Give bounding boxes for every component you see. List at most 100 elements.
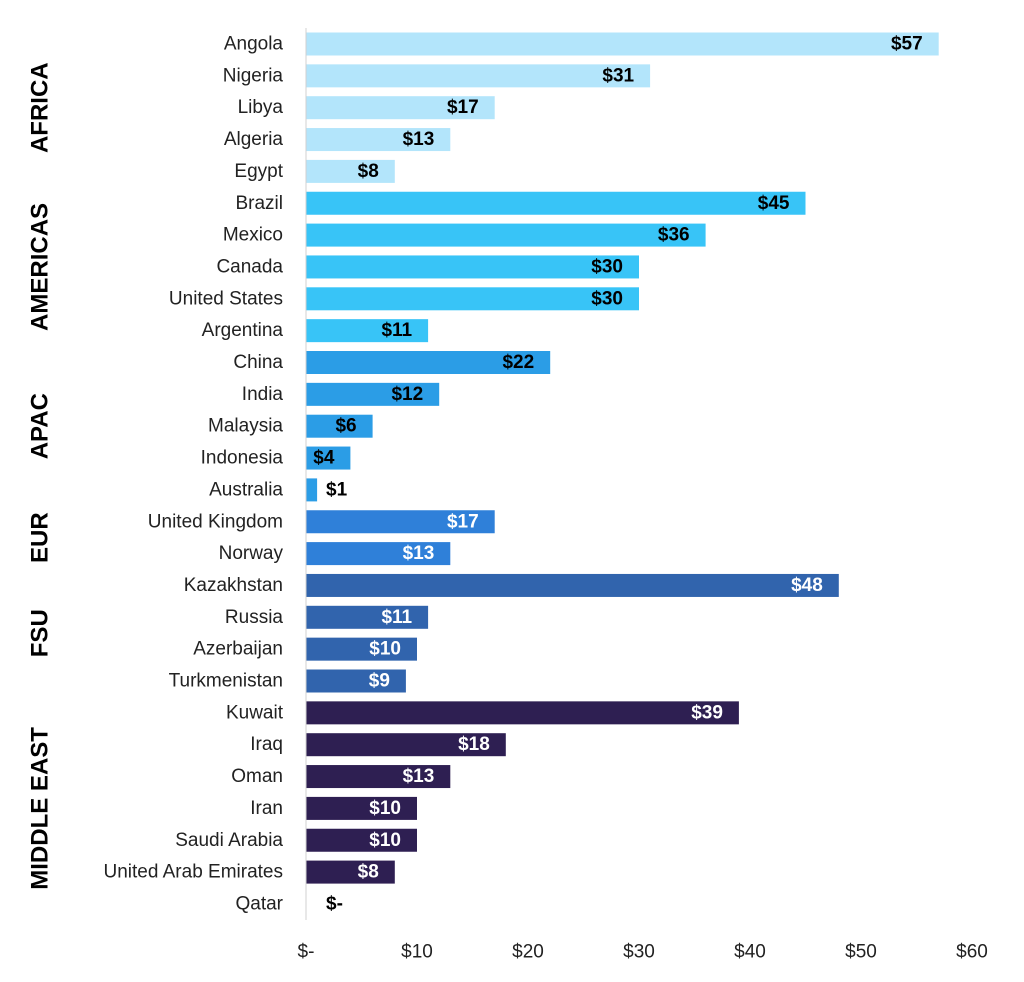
value-label-kazakhstan: $48 [791,575,823,596]
value-label-mexico: $36 [658,225,690,246]
value-label-argentina: $11 [381,320,412,341]
category-label-indonesia: Indonesia [201,448,284,469]
category-label-russia: Russia [225,607,284,628]
category-label-azerbaijan: Azerbaijan [193,639,283,660]
category-label-malaysia: Malaysia [208,416,283,437]
value-label-brazil: $45 [758,193,790,214]
value-label-norway: $13 [403,543,435,564]
category-label-argentina: Argentina [202,320,284,341]
category-label-algeria: Algeria [224,129,284,150]
bar-indonesia [306,446,351,470]
category-label-mexico: Mexico [223,225,283,246]
category-label-australia: Australia [209,479,283,500]
value-labels: $57 $31 $17 $13 $8 $45 $36 $30 $30 $11 $22 $12 $6$4 $… [313,34,922,915]
value-label-india: $12 [391,384,423,405]
group-labels: AFRICA AMERICAS APAC EUR FSU MIDDLE EAST [27,62,54,889]
x-tick-labels: $- $10 $20 $30 $40 $50 $60 [298,942,988,963]
x-tick-label: $10 [401,942,433,963]
value-label-angola: $57 [891,34,923,55]
x-tick-label: $20 [512,942,544,963]
bar-egypt [306,159,395,183]
value-label-iraq: $18 [458,734,490,755]
x-tick-label: $60 [956,942,988,963]
bar-turkmenistan [306,669,406,693]
bar-algeria [306,128,451,152]
value-label-oman: $13 [403,766,435,787]
value-label-kuwait: $39 [691,702,723,723]
category-label-libya: Libya [238,97,284,118]
group-label-eur: EUR [27,512,54,563]
category-label-kuwait: Kuwait [226,702,284,723]
bar-canada [306,255,639,279]
value-label-azerbaijan: $10 [369,639,401,660]
bar-mexico [306,223,706,247]
category-label-nigeria: Nigeria [223,65,284,86]
category-label-turkmenistan: Turkmenistan [169,671,283,692]
category-label-canada: Canada [216,256,283,277]
category-label-kazakhstan: Kazakhstan [184,575,283,596]
x-tick-label: $- [298,942,315,963]
bar-norway [306,542,451,566]
bar-argentina [306,319,429,343]
category-label-oman: Oman [231,766,283,787]
value-label-qatar: $- [326,893,343,914]
category-label-qatar: Qatar [235,893,283,914]
value-label-canada: $30 [591,256,623,277]
x-tick-label: $30 [623,942,655,963]
category-label-india: India [242,384,284,405]
category-label-egypt: Egypt [234,161,283,182]
value-label-turkmenistan: $9 [369,671,390,692]
bar-kazakhstan [306,573,839,597]
bar-iraq [306,733,506,757]
bar-china [306,351,551,374]
category-labels: Angola Nigeria Libya Algeria Egypt Brazil Mexi… [103,34,283,915]
group-label-africa: AFRICA [27,62,54,153]
bar-saudi-arabia [306,828,417,852]
bar-russia [306,605,429,629]
value-label-nigeria: $31 [602,65,634,86]
group-label-middle-east: MIDDLE EAST [27,727,54,890]
value-label-united-arab-emirates: $8 [358,862,379,883]
group-label-fsu: FSU [27,609,54,657]
value-label-united-kingdom: $17 [447,511,479,532]
bars [306,32,939,884]
bar-libya [306,96,495,120]
category-label-norway: Norway [219,543,284,564]
bar-united-kingdom [306,510,495,534]
bar-oman [306,765,451,789]
bar-kuwait [306,701,739,725]
category-label-brazil: Brazil [235,193,283,214]
category-label-angola: Angola [224,34,284,55]
value-label-australia: $1 [326,479,348,500]
value-label-saudi-arabia: $10 [369,830,401,851]
value-label-iran: $10 [369,798,401,819]
group-label-americas: AMERICAS [27,203,54,331]
category-label-saudi-arabia: Saudi Arabia [175,830,283,851]
bar-united-states [306,287,639,311]
x-tick-label: $50 [845,942,877,963]
bar-malaysia [306,414,373,438]
value-label-egypt: $8 [358,161,379,182]
bar-india [306,382,440,406]
value-label-china: $22 [502,352,534,373]
x-tick-label: $40 [734,942,766,963]
value-label-algeria: $13 [403,129,435,150]
category-label-iraq: Iraq [250,734,283,755]
value-label-indonesia: $4 [313,448,335,469]
bar-united-arab-emirates [306,860,395,884]
bar-azerbaijan [306,637,417,661]
bar-nigeria [306,64,651,88]
value-label-libya: $17 [447,97,479,118]
category-label-china: China [233,352,283,373]
category-label-united-states: United States [169,288,283,309]
category-label-united-kingdom: United Kingdom [148,511,283,532]
value-label-united-states: $30 [591,288,623,309]
bar-angola [306,32,939,56]
group-label-apac: APAC [27,393,54,459]
value-label-russia: $11 [381,607,412,628]
bar-iran [306,796,417,820]
bar-brazil [306,191,806,215]
category-label-iran: Iran [250,798,283,819]
bar-australia [306,478,318,502]
